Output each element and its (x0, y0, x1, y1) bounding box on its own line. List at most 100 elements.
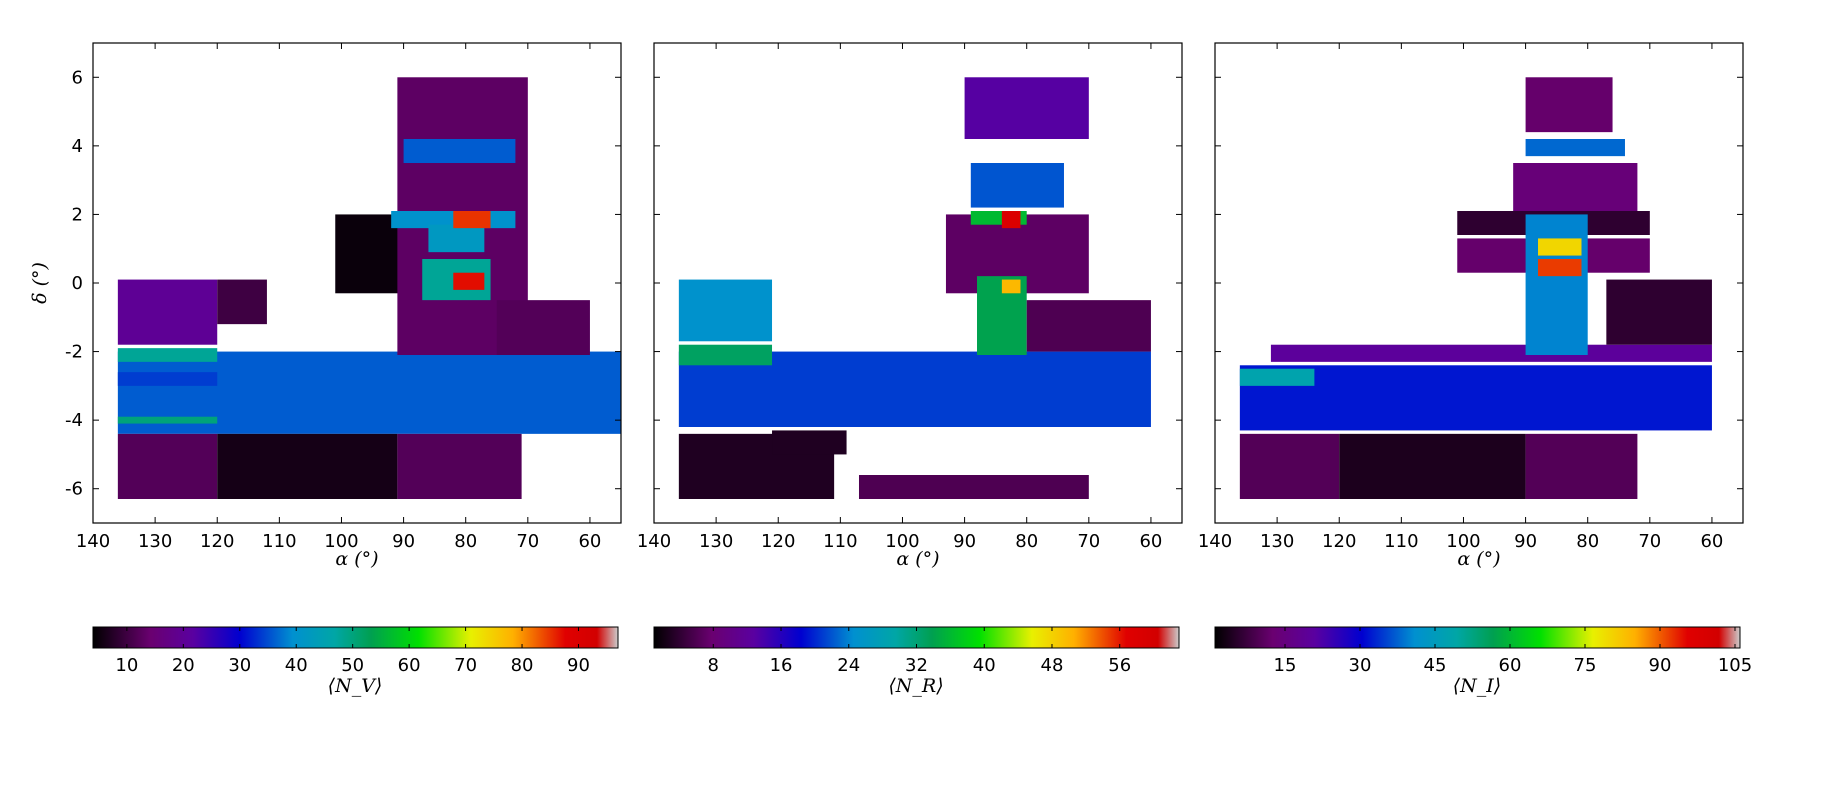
y-ticks-middle (654, 76, 1182, 490)
heatmap-right (1239, 77, 1712, 499)
colorbar-tick-label: 48 (1041, 655, 1064, 676)
heat-cell (453, 211, 491, 229)
heat-cell (1606, 279, 1712, 345)
heat-cell (1538, 238, 1582, 256)
y-tick-label: -2 (65, 342, 83, 363)
x-axis-label-right: α (°) (1457, 548, 1500, 570)
colorbar-tick-label: 56 (1108, 655, 1131, 676)
colorbar-middle-label: ⟨N_R⟩ (888, 675, 943, 697)
panel-left: 140 130 120 110 100 90 80 70 60 -6 -4 -2 0 2 4 6 α (°)… (29, 42, 622, 697)
colorbar-tick-label: 90 (567, 655, 590, 676)
heat-cell (1339, 433, 1526, 499)
colorbar-left-label: ⟨N_V⟩ (328, 675, 383, 697)
x-ticks-left: 140 130 120 110 100 90 80 70 60 (76, 43, 601, 552)
y-ticks-left: -6 -4 -2 0 2 4 6 (65, 67, 621, 500)
x-ticks-right: 140 130 120 110 100 90 80 70 60 (1198, 43, 1723, 552)
heat-cell (428, 224, 485, 253)
colorbar-right-ticks: 15 30 45 60 75 90 105 (1274, 627, 1752, 676)
x-tick-label: 80 (1576, 531, 1599, 552)
x-tick-label: 100 (1446, 531, 1480, 552)
x-tick-label: 130 (1260, 531, 1294, 552)
colorbar-tick-label: 70 (454, 655, 477, 676)
colorbar-left-ticks: 10 20 30 40 50 60 70 80 90 (115, 627, 590, 676)
x-tick-label: 120 (761, 531, 795, 552)
colorbar-tick-label: 8 (708, 655, 719, 676)
heat-cell (858, 475, 1089, 499)
heat-cell (1525, 433, 1638, 499)
x-ticks-middle: 140 130 120 110 100 90 80 70 60 (637, 43, 1162, 552)
heat-cell (678, 344, 773, 366)
heat-cell (453, 272, 485, 290)
heat-cell (117, 416, 218, 424)
x-axis-label-left: α (°) (335, 548, 378, 570)
heat-cell (678, 279, 773, 342)
x-tick-label: 90 (392, 531, 415, 552)
x-tick-label: 100 (885, 531, 919, 552)
x-tick-label: 60 (578, 531, 601, 552)
x-tick-label: 130 (699, 531, 733, 552)
panel-middle: 140 130 120 110 100 90 80 70 60 α (°) 8 16 24 32 40 4… (637, 42, 1183, 697)
colorbar-tick-label: 15 (1274, 655, 1297, 676)
x-tick-label: 100 (324, 531, 358, 552)
colorbar-tick-label: 50 (341, 655, 364, 676)
x-tick-label: 130 (138, 531, 172, 552)
x-tick-label: 60 (1139, 531, 1162, 552)
colorbar-tick-label: 40 (285, 655, 308, 676)
y-tick-label: 2 (72, 204, 83, 225)
colorbar-middle-ticks: 8 16 24 32 40 48 56 (708, 627, 1131, 676)
heat-cell (1525, 77, 1613, 133)
y-tick-label: -6 (65, 479, 83, 500)
x-tick-label: 60 (1700, 531, 1723, 552)
y-ticks-right (1215, 76, 1743, 490)
heat-cell (217, 433, 398, 499)
x-tick-label: 70 (1638, 531, 1661, 552)
colorbar-tick-label: 24 (837, 655, 860, 676)
x-tick-label: 110 (1384, 531, 1418, 552)
colorbar-tick-label: 80 (511, 655, 534, 676)
colorbar-right-ramp (1214, 626, 1741, 649)
heat-cell (1001, 211, 1021, 229)
y-tick-label: 4 (72, 136, 83, 157)
colorbar-left: 10 20 30 40 50 60 70 80 90 ⟨N_V⟩ (92, 626, 619, 697)
colorbar-tick-label: 10 (115, 655, 138, 676)
x-axis-label-middle: α (°) (896, 548, 939, 570)
colorbar-right: 15 30 45 60 75 90 105 ⟨N_I⟩ (1214, 626, 1752, 697)
heat-cell (964, 77, 1089, 139)
x-tick-label: 140 (1198, 531, 1232, 552)
heat-cell (1538, 259, 1582, 277)
heat-cell (117, 348, 218, 362)
colorbar-tick-label: 45 (1424, 655, 1447, 676)
colorbar-tick-label: 40 (973, 655, 996, 676)
heat-cell (403, 139, 516, 163)
x-tick-label: 70 (1077, 531, 1100, 552)
x-tick-label: 70 (516, 531, 539, 552)
x-tick-label: 120 (1322, 531, 1356, 552)
colorbar-tick-label: 20 (172, 655, 195, 676)
x-tick-label: 140 (76, 531, 110, 552)
heat-cell (772, 430, 847, 455)
heat-cell (1239, 433, 1340, 499)
x-tick-label: 110 (823, 531, 857, 552)
colorbar-tick-label: 60 (398, 655, 421, 676)
panel-right: 140 130 120 110 100 90 80 70 60 α (°) 15 30 45 60 75… (1198, 42, 1752, 697)
colorbar-tick-label: 75 (1574, 655, 1597, 676)
heat-cell (1239, 368, 1315, 386)
heat-cell (496, 300, 590, 355)
y-tick-label: 6 (72, 67, 83, 88)
heat-cell (1525, 214, 1588, 355)
y-tick-label: 0 (72, 273, 83, 294)
colorbar-left-ramp (92, 626, 619, 649)
x-tick-label: 90 (953, 531, 976, 552)
colorbar-tick-label: 16 (770, 655, 793, 676)
colorbar-tick-label: 105 (1718, 655, 1752, 676)
colorbar-tick-label: 60 (1499, 655, 1522, 676)
y-axis-label-left: δ (°) (29, 262, 51, 304)
heat-cell (1239, 365, 1712, 431)
heatmap-left (117, 77, 621, 499)
heat-cell (117, 433, 218, 499)
heat-cell (1001, 279, 1021, 294)
x-tick-label: 110 (262, 531, 296, 552)
heat-cell (397, 433, 522, 499)
x-tick-label: 80 (1015, 531, 1038, 552)
